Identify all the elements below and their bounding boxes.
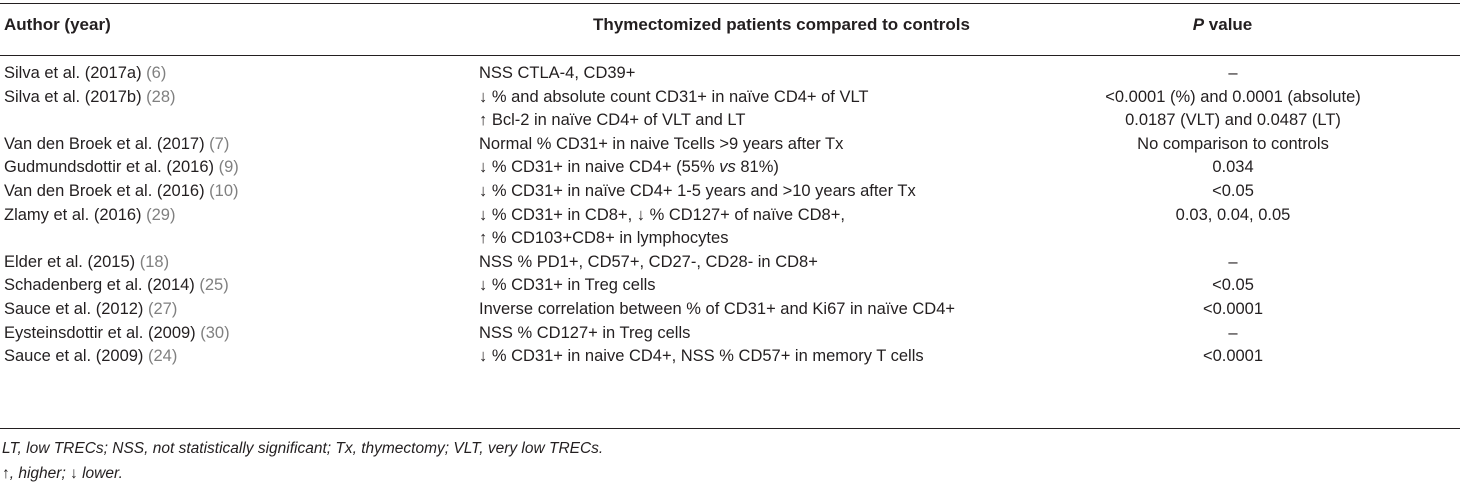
comparison-cell: NSS CTLA-4, CD39+ <box>479 64 636 82</box>
header-p-value: P value <box>1020 15 1425 35</box>
p-value-cell: No comparison to controls <box>1137 134 1329 153</box>
table-row: Sauce et al. (2009) (24) ↓ % CD31+ in na… <box>0 347 1460 371</box>
p-value-cell: <0.0001 (%) and 0.0001 (absolute) <box>1105 87 1361 106</box>
table-row: Van den Broek et al. (2016) (10) ↓ % CD3… <box>0 182 1460 206</box>
author-cell: Gudmundsdottir et al. (2016) (9) <box>4 158 239 177</box>
table-footnotes: LT, low TRECs; NSS, not statistically si… <box>0 436 604 486</box>
p-value-cell: 0.03, 0.04, 0.05 <box>1175 205 1291 224</box>
p-value-cell: – <box>1228 323 1238 342</box>
comparison-cell: ↓ % CD31+ in Treg cells <box>479 276 656 295</box>
table-row: Elder et al. (2015) (18) NSS % PD1+, CD5… <box>0 253 1460 277</box>
comparison-cell: NSS % CD127+ in Treg cells <box>479 323 691 342</box>
p-value-cell: – <box>1228 64 1238 82</box>
reference-link[interactable]: (25) <box>199 276 229 295</box>
p-value-cell: <0.0001 <box>1202 299 1264 318</box>
table-row: ↑ Bcl-2 in naïve CD4+ of VLT and LT 0.01… <box>0 111 1460 135</box>
header-rule <box>0 55 1460 56</box>
footnote-arrows: ↑, higher; ↓ lower. <box>2 465 123 482</box>
author-cell: Zlamy et al. (2016) (29) <box>4 205 176 224</box>
p-value-cell: 0.034 <box>1212 158 1254 177</box>
reference-link[interactable]: (18) <box>139 252 170 271</box>
comparison-cell: Normal % CD31+ in naive Tcells >9 years … <box>479 134 844 153</box>
comparison-cell: ↓ % CD31+ in naive CD4+ (55% vs 81%) <box>479 158 779 177</box>
reference-link[interactable]: (9) <box>218 158 239 177</box>
footnote-abbreviations: LT, low TRECs; NSS, not statistically si… <box>2 440 604 457</box>
table-row: Eysteinsdottir et al. (2009) (30) NSS % … <box>0 324 1460 348</box>
author-cell: Sauce et al. (2009) (24) <box>4 347 178 366</box>
comparison-cell: ↓ % and absolute count CD31+ in naïve CD… <box>479 87 869 106</box>
reference-link[interactable]: (6) <box>146 64 167 82</box>
p-value-cell: <0.0001 <box>1202 347 1264 366</box>
author-cell: Eysteinsdottir et al. (2009) (30) <box>4 323 230 342</box>
table-row: Schadenberg et al. (2014) (25) ↓ % CD31+… <box>0 276 1460 300</box>
table-row: Zlamy et al. (2016) (29) ↓ % CD31+ in CD… <box>0 206 1460 230</box>
p-value-cell: – <box>1228 252 1238 271</box>
header-p-italic: P <box>1192 15 1205 34</box>
author-cell: Elder et al. (2015) (18) <box>4 252 170 271</box>
comparison-cell: ↑ Bcl-2 in naïve CD4+ of VLT and LT <box>479 111 746 130</box>
author-cell: Sauce et al. (2012) (27) <box>4 299 178 318</box>
reference-link[interactable]: (27) <box>148 299 178 318</box>
comparison-cell: NSS % PD1+, CD57+, CD27-, CD28- in CD8+ <box>479 252 818 271</box>
reference-link[interactable]: (30) <box>200 323 230 342</box>
p-value-cell: 0.0187 (VLT) and 0.0487 (LT) <box>1125 111 1341 130</box>
table-row: Silva et al. (2017a) (6) NSS CTLA-4, CD3… <box>0 64 1460 88</box>
comparison-cell: Inverse correlation between % of CD31+ a… <box>479 299 956 318</box>
reference-link[interactable]: (10) <box>209 181 239 200</box>
table-row: Sauce et al. (2012) (27) Inverse correla… <box>0 300 1460 324</box>
table-row: Silva et al. (2017b) (28) ↓ % and absolu… <box>0 88 1460 112</box>
comparison-cell: ↓ % CD31+ in naïve CD4+ 1-5 years and >1… <box>479 181 916 200</box>
top-rule <box>0 3 1460 4</box>
comparison-cell: ↓ % CD31+ in CD8+, ↓ % CD127+ of naïve C… <box>479 205 845 224</box>
author-cell: Schadenberg et al. (2014) (25) <box>4 276 229 295</box>
author-cell: Van den Broek et al. (2016) (10) <box>4 181 239 200</box>
author-cell: Silva et al. (2017a) (6) <box>4 64 167 82</box>
p-value-cell: <0.05 <box>1212 276 1254 295</box>
header-p-rest: value <box>1204 15 1253 34</box>
comparison-cell: ↑ % CD103+CD8+ in lymphocytes <box>479 229 729 248</box>
author-cell: Van den Broek et al. (2017) (7) <box>4 134 230 153</box>
header-comparison: Thymectomized patients compared to contr… <box>593 15 970 34</box>
table-row: Van den Broek et al. (2017) (7) Normal %… <box>0 135 1460 159</box>
reference-link[interactable]: (29) <box>146 205 176 224</box>
p-value-cell: <0.05 <box>1212 181 1254 200</box>
header-author: Author (year) <box>4 15 111 34</box>
reference-link[interactable]: (28) <box>146 87 176 106</box>
table-row: Gudmundsdottir et al. (2016) (9) ↓ % CD3… <box>0 158 1460 182</box>
table-header: Author (year) Thymectomized patients com… <box>0 15 1460 43</box>
table-body: Silva et al. (2017a) (6) NSS CTLA-4, CD3… <box>0 64 1460 371</box>
reference-link[interactable]: (24) <box>148 347 178 366</box>
bottom-rule <box>0 428 1460 429</box>
table-row: ↑ % CD103+CD8+ in lymphocytes <box>0 229 1460 253</box>
comparison-cell: ↓ % CD31+ in naive CD4+, NSS % CD57+ in … <box>479 347 924 366</box>
author-cell: Silva et al. (2017b) (28) <box>4 87 176 106</box>
reference-link[interactable]: (7) <box>209 134 230 153</box>
